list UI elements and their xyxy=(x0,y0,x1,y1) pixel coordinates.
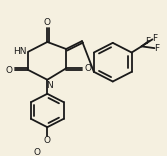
Text: F: F xyxy=(154,44,159,53)
Text: O: O xyxy=(44,136,51,145)
Text: O: O xyxy=(5,66,12,75)
Text: F: F xyxy=(152,34,157,43)
Text: N: N xyxy=(46,81,53,90)
Text: O: O xyxy=(44,18,51,27)
Text: O: O xyxy=(34,148,41,156)
Text: HN: HN xyxy=(13,47,26,56)
Text: O: O xyxy=(85,64,92,73)
Text: F: F xyxy=(145,37,150,46)
